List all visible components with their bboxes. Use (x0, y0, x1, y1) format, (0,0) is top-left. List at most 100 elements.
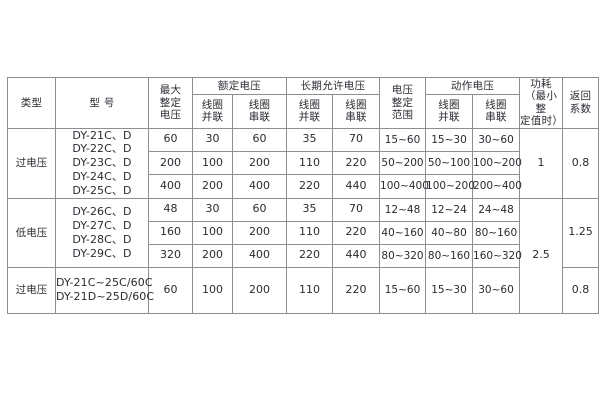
header-long-term-voltage-label: 长期允许电压 (300, 79, 366, 92)
header-long-series-line-2: 串联 (345, 111, 367, 124)
header-setting-range-line-3: 范围 (391, 108, 414, 121)
relay-specification-table: 类型 型 号 最大 整定 电压 额定电压 长期允许电压 (7, 76, 600, 314)
cell-long-parallel: 110 (286, 150, 334, 176)
header-op-series-line-2: 串联 (485, 111, 507, 124)
cell-max-setting: 400 (148, 174, 193, 199)
cell-rated-parallel: 100 (192, 266, 233, 314)
cell-long-series: 220 (332, 266, 381, 314)
header-rated-series-line-2: 串联 (248, 111, 271, 124)
header-power-line-1: 功耗 (530, 78, 552, 90)
model-line: DY-24C、D (72, 170, 132, 184)
header-type: 类型 (7, 77, 56, 129)
cell-long-series: 220 (332, 220, 381, 245)
cell-op-parallel: 50~100 (425, 150, 474, 176)
cell-long-parallel: 110 (286, 266, 334, 314)
header-rated-parallel-line-2: 并联 (201, 111, 224, 124)
cell-setting-range: 100~400 (379, 174, 429, 199)
cell-setting-range: 15~60 (379, 266, 427, 314)
cell-rated-series: 200 (231, 266, 288, 314)
cell-rated-series: 400 (231, 243, 288, 268)
header-row-top: 类型 型 号 最大 整定 电压 额定电压 长期允许电压 (7, 76, 600, 129)
cell-max-setting: 48 (148, 197, 193, 222)
table-row: 400 200 400 220 440 100~400 100~200 200~400 (8, 174, 599, 199)
cell-model: DY-21C~25C/60C DY-21D~25D/60C (55, 266, 155, 314)
cell-rated-series: 200 (231, 220, 288, 245)
cell-op-parallel: 80~160 (425, 243, 474, 268)
cell-setting-range: 80~320 (379, 243, 427, 268)
cell-max-setting: 320 (148, 243, 193, 268)
header-setting-range-stack: 电压 整定 范围 (380, 84, 425, 121)
header-op-coil-series: 线圈 串联 (472, 94, 521, 129)
model-line: DY-27C、D (72, 218, 132, 232)
cell-return-coefficient: 0.8 (562, 266, 600, 314)
cell-op-series: 200~400 (472, 174, 522, 199)
cell-long-parallel: 220 (286, 243, 334, 268)
model-line: DY-25C、D (72, 183, 132, 197)
cell-op-series: 24~48 (472, 197, 521, 222)
header-setting-range-line-2: 整定 (391, 96, 414, 109)
header-op-coil-parallel: 线圈 并联 (425, 94, 474, 129)
header-op-parallel-line-1: 线圈 (438, 99, 460, 111)
cell-type: 过电压 (7, 266, 56, 314)
table-header: 类型 型 号 最大 整定 电压 额定电压 长期允许电压 (7, 76, 600, 129)
cell-rated-parallel: 30 (192, 127, 233, 152)
cell-op-series: 100~200 (472, 150, 522, 176)
header-long-series-line-1: 线圈 (345, 99, 367, 111)
header-return-coefficient: 返回 系数 (562, 77, 600, 129)
cell-rated-series: 60 (231, 197, 288, 222)
header-power-line-3: 定值时） (520, 115, 564, 128)
table-row: 过电压 DY-21C~25C/60C DY-21D~25D/60C 60 100 200 1… (7, 266, 600, 314)
header-max-setting-line-3: 电压 (159, 108, 182, 121)
cell-long-series: 440 (332, 243, 381, 268)
header-setting-range-line-1: 电压 (391, 84, 414, 97)
table-body: 过电压 DY-21C、D DY-22C、D DY-23C、D DY-24C、D DY-25… (7, 127, 600, 314)
header-rated-series-line-1: 线圈 (248, 99, 271, 111)
model-line: DY-21D~25D/60C (56, 290, 155, 304)
header-long-series-stack: 线圈 串联 (333, 99, 379, 124)
cell-rated-parallel: 100 (192, 220, 233, 245)
header-rated-coil-parallel: 线圈 并联 (192, 94, 233, 129)
cell-op-series: 160~320 (472, 243, 522, 268)
header-type-label: 类型 (20, 96, 43, 109)
header-rated-voltage-label: 额定电压 (217, 79, 262, 92)
cell-op-parallel: 40~80 (425, 220, 474, 245)
header-model: 型 号 (55, 77, 149, 129)
cell-power-consumption: 2.5 (519, 197, 564, 314)
header-rated-parallel-stack: 线圈 并联 (193, 99, 232, 124)
header-rated-series-stack: 线圈 串联 (233, 99, 286, 124)
cell-max-setting: 160 (148, 220, 193, 245)
cell-op-parallel: 15~30 (425, 266, 474, 314)
header-max-setting-stack: 最大 整定 电压 (149, 84, 192, 121)
header-rated-parallel-line-1: 线圈 (201, 99, 224, 111)
cell-op-series: 80~160 (472, 220, 521, 245)
header-long-coil-series: 线圈 串联 (332, 94, 381, 129)
cell-max-setting: 60 (148, 266, 193, 314)
model-line: DY-22C、D (72, 142, 132, 156)
cell-model: DY-21C、D DY-22C、D DY-23C、D DY-24C、D DY-25C、D (55, 127, 149, 199)
header-op-series-stack: 线圈 串联 (473, 99, 519, 124)
cell-op-parallel: 100~200 (425, 174, 475, 199)
header-long-parallel-stack: 线圈 并联 (287, 99, 332, 124)
model-line: DY-23C、D (72, 156, 132, 170)
cell-type: 过电压 (7, 127, 56, 199)
cell-return-coefficient: 0.8 (562, 127, 600, 199)
header-long-coil-parallel: 线圈 并联 (286, 94, 334, 129)
cell-long-series: 70 (332, 127, 381, 152)
header-operating-voltage: 动作电压 (425, 76, 521, 96)
cell-long-series: 70 (332, 197, 381, 222)
cell-long-series: 220 (332, 150, 381, 176)
cell-long-parallel: 35 (286, 197, 334, 222)
cell-setting-range: 15~60 (379, 127, 427, 152)
model-line: DY-21C~25C/60C (56, 276, 153, 290)
header-model-label: 型 号 (89, 96, 115, 109)
cell-op-parallel: 15~30 (425, 127, 474, 152)
cell-setting-range: 12~48 (379, 197, 427, 222)
header-rated-coil-series: 线圈 串联 (231, 94, 288, 129)
model-line: DY-21C、D (72, 128, 132, 142)
model-line: DY-29C、D (72, 246, 132, 260)
cell-model: DY-26C、D DY-27C、D DY-28C、D DY-29C、D (55, 197, 149, 268)
header-operating-voltage-label: 动作电压 (450, 79, 495, 92)
header-power-stack: 功耗 （最小整 定值时） (520, 78, 564, 128)
table-row: 160 100 200 110 220 40~160 40~80 80~160 (8, 220, 599, 245)
